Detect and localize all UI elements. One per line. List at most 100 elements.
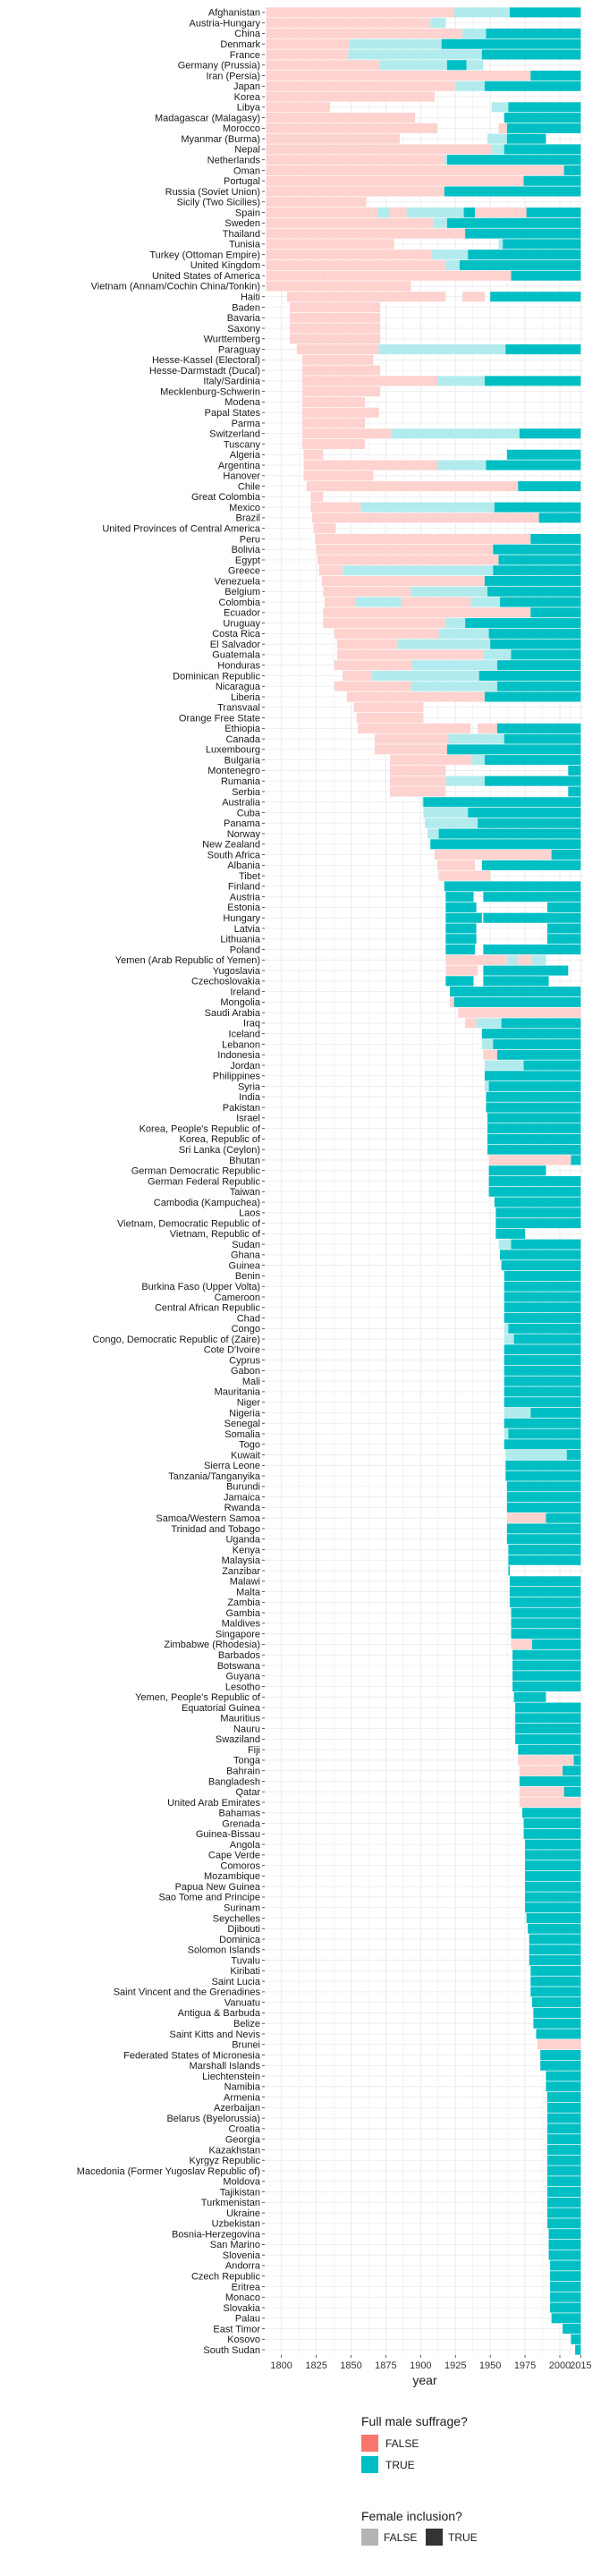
country-label: Germany (Prussia): [178, 61, 260, 72]
bar-segment: [475, 208, 527, 218]
bar-segment: [546, 2102, 581, 2113]
bar-segment: [546, 2092, 581, 2103]
bar-segment: [487, 1123, 581, 1134]
bar-segment: [481, 1029, 581, 1039]
bar-segment: [563, 165, 581, 175]
bar-segment: [303, 449, 324, 460]
bar-segment: [478, 723, 497, 733]
country-label: Dominican Republic: [173, 671, 260, 682]
bar-segment: [519, 1786, 564, 1797]
country-label: Afghanistan: [208, 8, 260, 19]
country-label: Iraq: [243, 1019, 260, 1030]
country-label: Rwanda: [224, 1503, 261, 1513]
country-label: Bangladesh: [208, 1776, 260, 1787]
country-label: Nepal: [234, 145, 260, 156]
country-label: Saint Kitts and Nevis: [170, 2029, 261, 2040]
country-label: Uruguay: [223, 618, 260, 629]
bar-segment: [513, 1691, 546, 1702]
bar-segment: [506, 1502, 581, 1513]
x-tick-label: 1800: [270, 2360, 292, 2371]
country-label: United Provinces of Central America: [102, 523, 261, 534]
bar-segment: [546, 923, 581, 934]
bar-segment: [266, 133, 400, 144]
bar-segment: [484, 80, 581, 91]
country-label: Bavaria: [227, 313, 261, 324]
bar-segment: [573, 1755, 581, 1766]
country-label: Greece: [228, 566, 260, 577]
bar-segment: [446, 217, 581, 228]
bar-segment: [495, 1208, 581, 1218]
bar-segment: [453, 996, 581, 1007]
country-label: Trinidad and Tobago: [171, 1524, 260, 1535]
bar-segment: [266, 28, 463, 38]
bar-segment: [530, 70, 581, 81]
bar-segment: [296, 344, 379, 355]
country-label: Finland: [228, 882, 260, 893]
country-label: Great Colombia: [191, 492, 261, 503]
bar-segment: [488, 1081, 581, 1092]
bar-segment: [343, 565, 494, 576]
bar-segment: [504, 733, 581, 744]
country-label: Vietnam, Democratic Republic of: [117, 1218, 261, 1229]
bar-segment: [302, 365, 381, 376]
bar-segment: [511, 1618, 581, 1629]
legend-title-fill: Full male suffrage?: [361, 2414, 468, 2428]
country-label: Korea, People's Republic of: [140, 1123, 261, 1134]
bar-segment: [518, 1755, 574, 1766]
country-label: Kenya: [233, 1545, 261, 1555]
bar-segment: [446, 60, 467, 71]
bar-segment: [434, 850, 552, 860]
x-axis-title: year: [412, 2373, 437, 2387]
bar-segment: [444, 186, 581, 197]
bar-segment: [493, 565, 581, 576]
bar-segment: [506, 1523, 581, 1534]
country-label: Bahamas: [219, 1809, 261, 1819]
bar-segment: [266, 70, 509, 81]
bar-segment: [266, 18, 431, 29]
country-label: Central African Republic: [155, 1303, 261, 1314]
country-label: El Salvador: [210, 640, 261, 650]
country-label: Nigeria: [229, 1408, 261, 1419]
country-label: Tonga: [233, 1756, 261, 1767]
country-label: Solomon Islands: [188, 1945, 261, 1956]
bar-segment: [546, 2155, 581, 2165]
bar-segment: [411, 660, 497, 671]
bar-segment: [563, 2324, 581, 2334]
x-tick-label: 1825: [305, 2360, 326, 2371]
bar-segment: [519, 1797, 581, 1808]
country-label: Luxembourg: [206, 745, 260, 756]
country-label: Colombia: [219, 597, 261, 608]
country-label: Ukraine: [226, 2208, 260, 2219]
country-label: Hesse-Kassel (Electoral): [152, 355, 260, 366]
bar-segment: [546, 2176, 581, 2187]
country-label: Philippines: [213, 1072, 261, 1082]
country-label: Ecuador: [224, 608, 260, 619]
bar-segment: [313, 523, 336, 534]
bar-segment: [495, 1228, 526, 1239]
bar-segment: [324, 597, 356, 607]
bar-segment: [538, 513, 581, 523]
country-label: Nicaragua: [216, 682, 261, 692]
country-label: Malaysia: [222, 1555, 261, 1566]
country-label: Argentina: [218, 461, 261, 471]
bar-segment: [481, 1038, 494, 1050]
bar-segment: [445, 892, 474, 902]
legend-label-fill: TRUE: [385, 2459, 415, 2471]
bar-segment: [470, 597, 501, 607]
bar-segment: [523, 1818, 581, 1829]
country-label: Equatorial Guinea: [182, 1703, 261, 1714]
country-label: Slovenia: [223, 2250, 261, 2261]
bar-segment: [406, 208, 464, 218]
country-label: Switzerland: [209, 429, 260, 440]
bar-segment: [529, 1945, 581, 1955]
bar-segment: [348, 49, 482, 60]
country-label: Uganda: [225, 1535, 260, 1546]
bar-segment: [525, 1839, 581, 1850]
country-label: Indonesia: [217, 1050, 261, 1061]
country-label: Azerbaijan: [214, 2103, 260, 2114]
bar-segment: [528, 1923, 581, 1934]
bar-segment: [523, 175, 581, 186]
country-label: Mexico: [229, 503, 260, 513]
bar-segment: [411, 586, 488, 597]
